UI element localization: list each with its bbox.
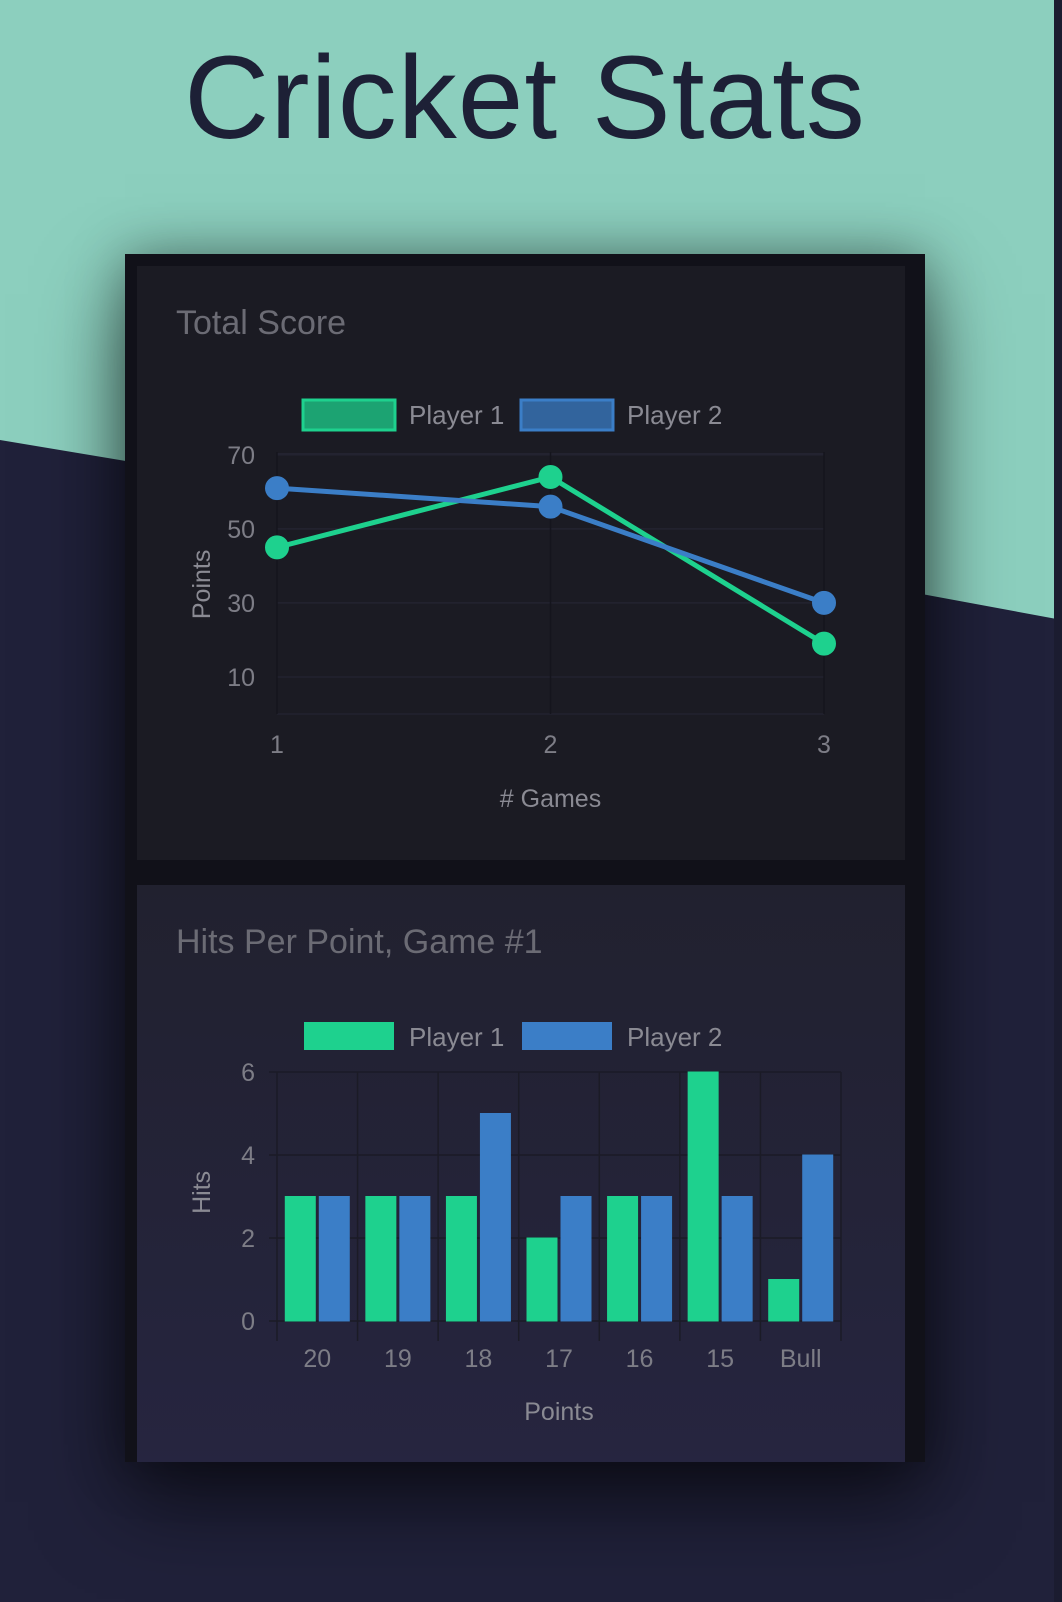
y-tick-label: 0 — [241, 1308, 255, 1336]
x-tick-label: 18 — [465, 1345, 493, 1373]
bar-player-1-16 — [607, 1196, 639, 1322]
x-axis-title: Points — [524, 1398, 593, 1426]
y-tick-label: 6 — [241, 1059, 255, 1087]
y-tick-label: 10 — [227, 664, 255, 692]
data-point-player-1 — [265, 535, 289, 560]
legend-swatch-player-1 — [304, 1022, 394, 1050]
x-tick-label: 1 — [270, 731, 284, 759]
y-tick-label: 50 — [227, 516, 255, 544]
legend-swatch-player-2 — [522, 1022, 612, 1050]
y-axis-title: Hits — [188, 1171, 216, 1214]
legend-label-player-1: Player 1 — [409, 400, 504, 430]
hits-per-point-title: Hits Per Point, Game #1 — [176, 923, 543, 961]
hits-per-point-card: Hits Per Point, Game #1 0 2 4 6 20 19 18 17 16 15… — [137, 885, 905, 1462]
bar-player-1-20 — [284, 1196, 316, 1322]
y-tick-label: 70 — [227, 442, 255, 470]
data-point-player-1 — [538, 465, 563, 490]
charts-panel: Total Score 10 30 50 70 1 2 3 Player 1 Player 2 #… — [125, 254, 925, 1462]
total-score-chart: 10 30 50 70 1 2 3 Player 1 Player 2 # Games Points — [188, 398, 836, 813]
x-axis-title: # Games — [500, 785, 601, 813]
bar-player-1-bull — [768, 1279, 800, 1322]
legend-swatch-player-1 — [301, 398, 397, 432]
x-tick-label: 17 — [545, 1345, 573, 1373]
x-tick-label: 3 — [817, 731, 831, 759]
x-tick-label: 20 — [303, 1345, 331, 1373]
bar-player-1-17 — [526, 1237, 558, 1322]
bar-player-2-15 — [721, 1196, 753, 1322]
legend-swatch-player-2 — [519, 398, 615, 432]
y-tick-label: 2 — [241, 1225, 255, 1253]
bar-player-2-19 — [399, 1196, 431, 1322]
bar-player-2-17 — [560, 1196, 592, 1322]
data-point-player-2 — [538, 494, 563, 519]
total-score-title: Total Score — [176, 304, 347, 342]
y-tick-label: 4 — [241, 1142, 255, 1170]
legend-label-player-1: Player 1 — [409, 1022, 504, 1052]
bar-player-2-18 — [479, 1113, 511, 1322]
y-tick-label: 30 — [227, 590, 255, 618]
page-title: Cricket Stats — [184, 32, 866, 164]
bar-player-2-16 — [641, 1196, 673, 1322]
bar-player-2-bull — [802, 1154, 834, 1322]
legend-label-player-2: Player 2 — [627, 400, 722, 430]
x-tick-label: Bull — [780, 1345, 822, 1373]
x-tick-label: 19 — [384, 1345, 412, 1373]
data-point-player-1 — [812, 631, 836, 656]
y-axis-title: Points — [188, 550, 216, 619]
legend-label-player-2: Player 2 — [627, 1022, 722, 1052]
data-point-player-2 — [265, 476, 289, 501]
total-score-card: Total Score 10 30 50 70 1 2 3 Player 1 Player 2 #… — [137, 266, 905, 860]
x-tick-label: 16 — [626, 1345, 654, 1373]
bar-player-2-20 — [318, 1196, 350, 1322]
bar-player-1-15 — [687, 1071, 719, 1322]
hits-per-point-chart: 0 2 4 6 20 19 18 17 16 15 Bull Player 1 Player 2 Poin… — [188, 1022, 842, 1426]
x-tick-label: 2 — [544, 731, 558, 759]
x-tick-label: 15 — [706, 1345, 734, 1373]
data-point-player-2 — [812, 590, 836, 615]
bar-player-1-19 — [365, 1196, 397, 1322]
bar-player-1-18 — [445, 1196, 477, 1322]
